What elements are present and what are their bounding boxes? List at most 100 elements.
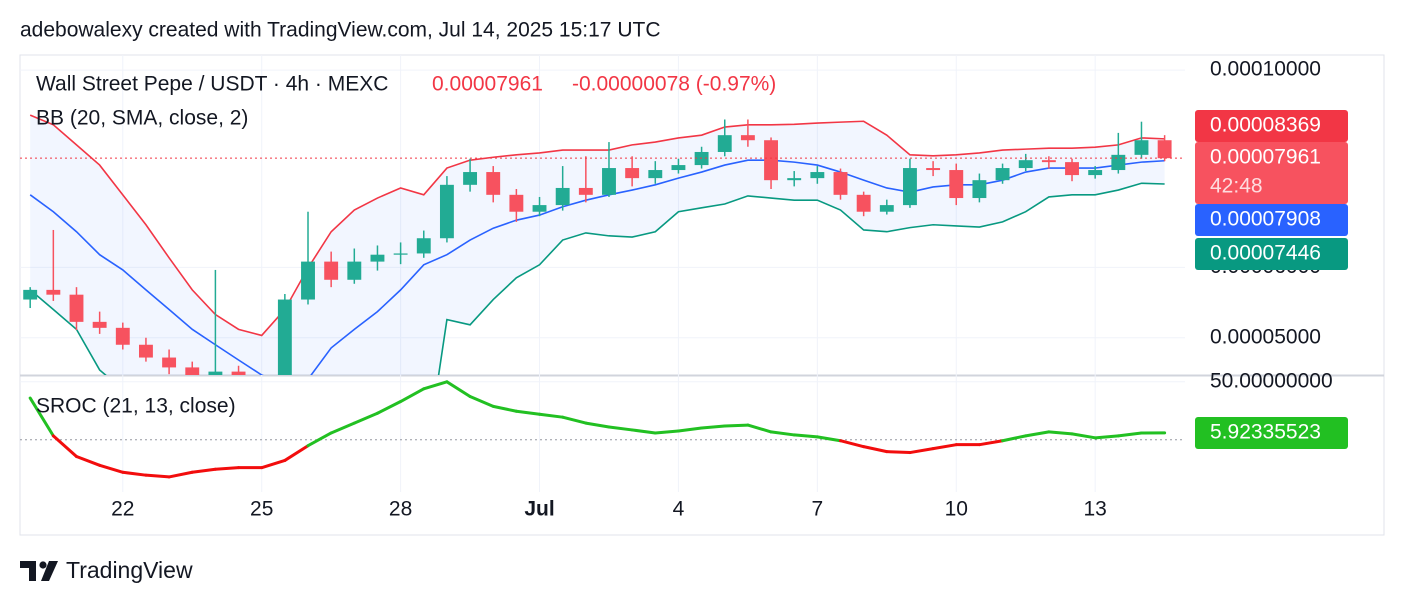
price-tags: 0.00008369 0.00007961 42:48 0.00007908 0.000… <box>1195 110 1348 449</box>
sroc-segment <box>422 380 449 391</box>
symbol-title: Wall Street Pepe / USDT · 4h · MEXC <box>36 73 388 96</box>
candle-body <box>787 178 802 181</box>
sroc-segment <box>74 455 102 467</box>
upper-band-tag <box>1195 110 1348 142</box>
sroc-segment <box>190 467 217 474</box>
sroc-segment <box>98 463 125 474</box>
candle-body <box>833 172 848 195</box>
x-tick-label: 28 <box>389 498 412 521</box>
candle-body <box>509 194 524 212</box>
sroc-segment <box>839 439 866 449</box>
candle-body <box>578 187 593 195</box>
candle-body <box>1134 140 1149 155</box>
sroc-segment <box>931 443 958 451</box>
countdown: 42:48 <box>1210 175 1263 198</box>
candle-body <box>46 289 61 295</box>
sroc-segment <box>445 380 472 399</box>
lower-band-tag <box>1195 238 1348 270</box>
sroc-segment <box>977 439 1005 447</box>
sroc-segment <box>908 447 935 455</box>
sroc-segment <box>815 435 843 443</box>
last-price-value: 0.00007961 <box>1210 146 1321 169</box>
price-change: -0.00000078 (-0.97%) <box>572 73 776 96</box>
price-pane <box>20 114 1185 375</box>
candle-body <box>648 170 663 179</box>
candle-body <box>879 205 894 212</box>
candle-body <box>532 205 547 212</box>
footer-logo <box>20 561 58 581</box>
sroc-segment <box>792 433 819 439</box>
attribution: adebowalexy created with TradingView.com… <box>20 19 660 42</box>
sroc-segment <box>468 395 495 408</box>
sroc-legend: SROC (21, 13, close) <box>36 395 236 418</box>
candle-body <box>1111 154 1126 171</box>
y-tick-label: 0.00005000 <box>1210 325 1321 348</box>
sroc-segment <box>399 387 426 404</box>
sroc-segment <box>329 421 356 435</box>
sroc-segment <box>700 424 727 430</box>
lower-band-value: 0.00007446 <box>1210 242 1321 265</box>
sroc-segment <box>514 409 542 416</box>
candle-body <box>231 371 246 375</box>
candle-body <box>370 254 385 262</box>
x-tick-label: 22 <box>111 498 134 521</box>
candle-body <box>625 168 640 179</box>
sroc-segment <box>538 412 565 419</box>
candle-body <box>23 289 38 300</box>
upper-band-value: 0.00008369 <box>1210 114 1321 137</box>
x-tick-label: 25 <box>250 498 273 521</box>
candle-body <box>671 165 686 171</box>
sroc-segment <box>1093 434 1120 440</box>
x-tick-label: 13 <box>1083 498 1106 521</box>
candle-body <box>717 135 732 152</box>
candle-body <box>1018 160 1033 169</box>
logo-mark <box>39 561 47 569</box>
band-line <box>29 182 1165 375</box>
candle-body <box>764 140 778 181</box>
candle-body <box>324 261 339 280</box>
candle-body <box>208 371 223 375</box>
sroc-segment <box>375 400 403 415</box>
candle-body <box>972 180 987 199</box>
y-tick-label: 50.00000000 <box>1210 369 1333 392</box>
candle-body <box>903 168 917 206</box>
sroc-segment <box>51 434 78 459</box>
sroc-segment <box>1001 434 1028 443</box>
indicator-legend: BB (20, SMA, close, 2) <box>36 107 248 130</box>
x-tick-label: 10 <box>945 498 968 521</box>
sroc-segment <box>885 450 912 455</box>
x-tick-label: 4 <box>673 498 685 521</box>
candle-body <box>393 253 408 255</box>
sroc-segment <box>862 445 889 454</box>
sroc-pane <box>20 380 1185 479</box>
y-tick-label: 0.00010000 <box>1210 58 1321 81</box>
sroc-segment <box>306 431 333 448</box>
sroc-tag <box>1195 417 1348 449</box>
candle-body <box>115 327 130 345</box>
last-price-tag <box>1195 142 1348 204</box>
sroc-segment <box>723 423 750 428</box>
sroc-segment <box>1047 430 1074 436</box>
candle-body <box>139 344 153 358</box>
candle-body <box>416 238 431 254</box>
candle-body <box>926 168 941 171</box>
sroc-segment <box>746 423 773 434</box>
candle-body <box>1041 160 1056 163</box>
sroc-segment <box>283 444 310 462</box>
sroc-segment <box>584 421 611 429</box>
candle-body <box>486 172 501 195</box>
sroc-segment <box>561 415 588 425</box>
candle-body <box>1157 140 1172 159</box>
x-tick-label: Jul <box>524 498 554 521</box>
candle-body <box>602 168 616 195</box>
sroc-segment <box>653 429 680 435</box>
sroc-segment <box>121 470 148 477</box>
x-tick-label: 7 <box>812 498 824 521</box>
middle-band-value: 0.00007908 <box>1210 208 1321 231</box>
candle-body <box>810 172 825 179</box>
candle-body <box>463 172 478 185</box>
sroc-segment <box>769 430 796 437</box>
candle-body <box>185 367 200 375</box>
sroc-segment <box>491 404 518 413</box>
